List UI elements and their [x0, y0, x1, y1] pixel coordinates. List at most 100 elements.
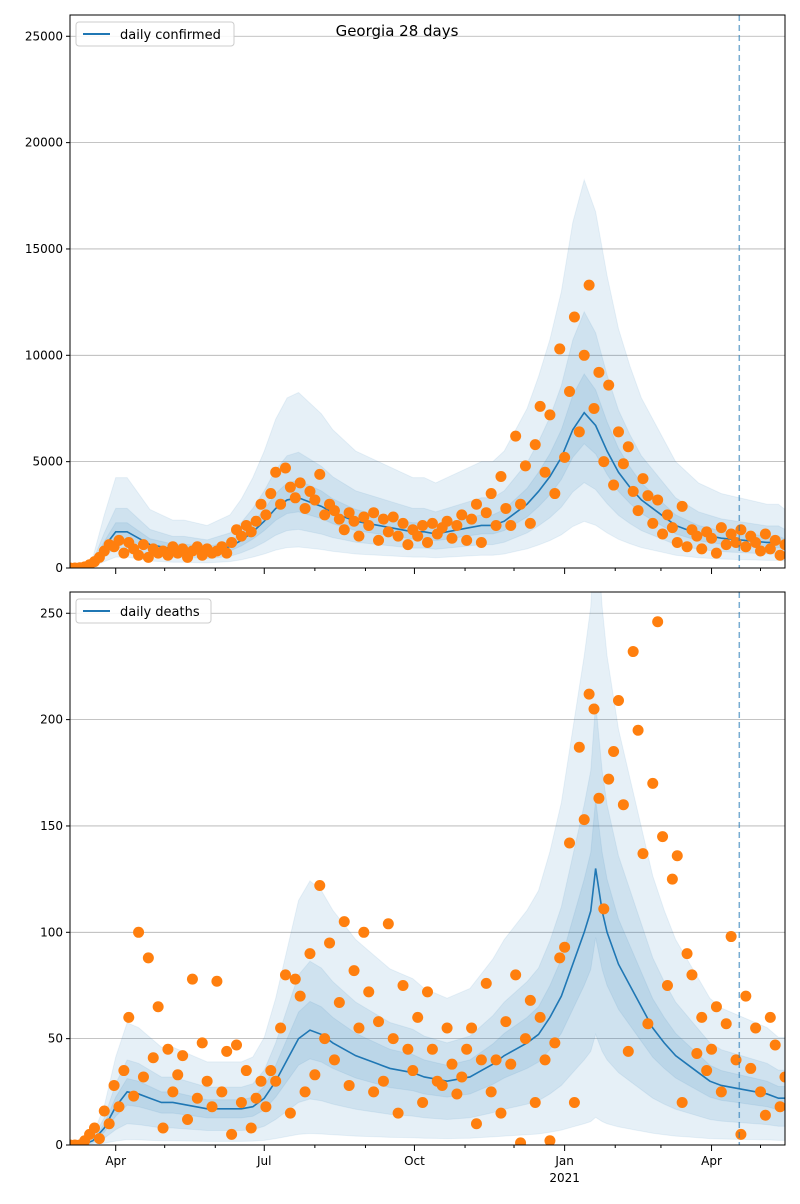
x-tick-sublabel: 2021	[549, 1171, 580, 1185]
observed-point	[662, 980, 673, 991]
observed-point	[280, 463, 291, 474]
observed-point	[349, 965, 360, 976]
observed-point	[584, 689, 595, 700]
legend: daily deaths	[76, 599, 211, 623]
observed-point	[569, 312, 580, 323]
observed-point	[309, 494, 320, 505]
observed-point	[202, 1076, 213, 1087]
observed-point	[657, 831, 668, 842]
observed-point	[535, 1012, 546, 1023]
observed-point	[495, 1108, 506, 1119]
observed-point	[637, 848, 648, 859]
observed-point	[398, 518, 409, 529]
observed-point	[118, 548, 129, 559]
observed-point	[251, 516, 262, 527]
observed-point	[422, 537, 433, 548]
observed-point	[696, 1012, 707, 1023]
observed-point	[584, 280, 595, 291]
observed-point	[422, 986, 433, 997]
observed-point	[226, 1129, 237, 1140]
observed-point	[608, 480, 619, 491]
y-tick-label: 200	[40, 713, 63, 727]
observed-point	[393, 531, 404, 542]
observed-point	[564, 837, 575, 848]
observed-point	[442, 516, 453, 527]
observed-point	[373, 535, 384, 546]
observed-point	[456, 1071, 467, 1082]
observed-point	[339, 916, 350, 927]
observed-point	[393, 1108, 404, 1119]
observed-point	[221, 548, 232, 559]
observed-point	[500, 503, 511, 514]
legend-label: daily confirmed	[120, 28, 221, 43]
observed-point	[491, 1054, 502, 1065]
observed-point	[755, 1086, 766, 1097]
observed-point	[427, 1044, 438, 1055]
observed-point	[319, 509, 330, 520]
observed-point	[192, 1093, 203, 1104]
observed-point	[402, 539, 413, 550]
observed-point	[334, 997, 345, 1008]
observed-point	[123, 1012, 134, 1023]
observed-point	[398, 980, 409, 991]
observed-point	[593, 793, 604, 804]
observed-point	[740, 991, 751, 1002]
observed-point	[667, 522, 678, 533]
observed-point	[589, 703, 600, 714]
y-tick-label: 50	[48, 1032, 63, 1046]
observed-point	[383, 918, 394, 929]
y-tick-label: 10000	[25, 348, 63, 362]
observed-point	[711, 1001, 722, 1012]
observed-point	[486, 1086, 497, 1097]
observed-point	[143, 952, 154, 963]
observed-point	[412, 1012, 423, 1023]
observed-point	[373, 1016, 384, 1027]
observed-point	[706, 533, 717, 544]
observed-point	[197, 1037, 208, 1048]
observed-point	[618, 458, 629, 469]
observed-point	[265, 1065, 276, 1076]
chart-title: Georgia 28 days	[336, 22, 459, 40]
observed-point	[255, 499, 266, 510]
observed-point	[275, 499, 286, 510]
observed-point	[187, 974, 198, 985]
observed-point	[495, 471, 506, 482]
observed-point	[569, 1097, 580, 1108]
observed-point	[564, 386, 575, 397]
observed-point	[280, 969, 291, 980]
observed-point	[334, 514, 345, 525]
observed-point	[603, 774, 614, 785]
observed-point	[456, 509, 467, 520]
observed-point	[593, 367, 604, 378]
observed-point	[500, 1016, 511, 1027]
observed-point	[133, 927, 144, 938]
observed-point	[696, 543, 707, 554]
observed-point	[574, 426, 585, 437]
observed-point	[652, 494, 663, 505]
observed-point	[530, 439, 541, 450]
y-tick-label: 20000	[25, 136, 63, 150]
observed-point	[427, 518, 438, 529]
observed-point	[314, 469, 325, 480]
observed-point	[481, 978, 492, 989]
observed-point	[270, 1076, 281, 1087]
observed-point	[417, 1097, 428, 1108]
observed-point	[158, 1122, 169, 1133]
observed-point	[642, 490, 653, 501]
observed-point	[162, 1044, 173, 1055]
observed-point	[706, 1044, 717, 1055]
observed-point	[515, 499, 526, 510]
observed-point	[353, 531, 364, 542]
observed-point	[471, 1118, 482, 1129]
observed-point	[549, 1037, 560, 1048]
y-tick-label: 25000	[25, 29, 63, 43]
observed-point	[549, 488, 560, 499]
observed-point	[285, 482, 296, 493]
observed-point	[510, 969, 521, 980]
observed-point	[138, 1071, 149, 1082]
observed-point	[628, 646, 639, 657]
observed-point	[691, 1048, 702, 1059]
observed-point	[775, 1101, 786, 1112]
observed-point	[344, 1080, 355, 1091]
